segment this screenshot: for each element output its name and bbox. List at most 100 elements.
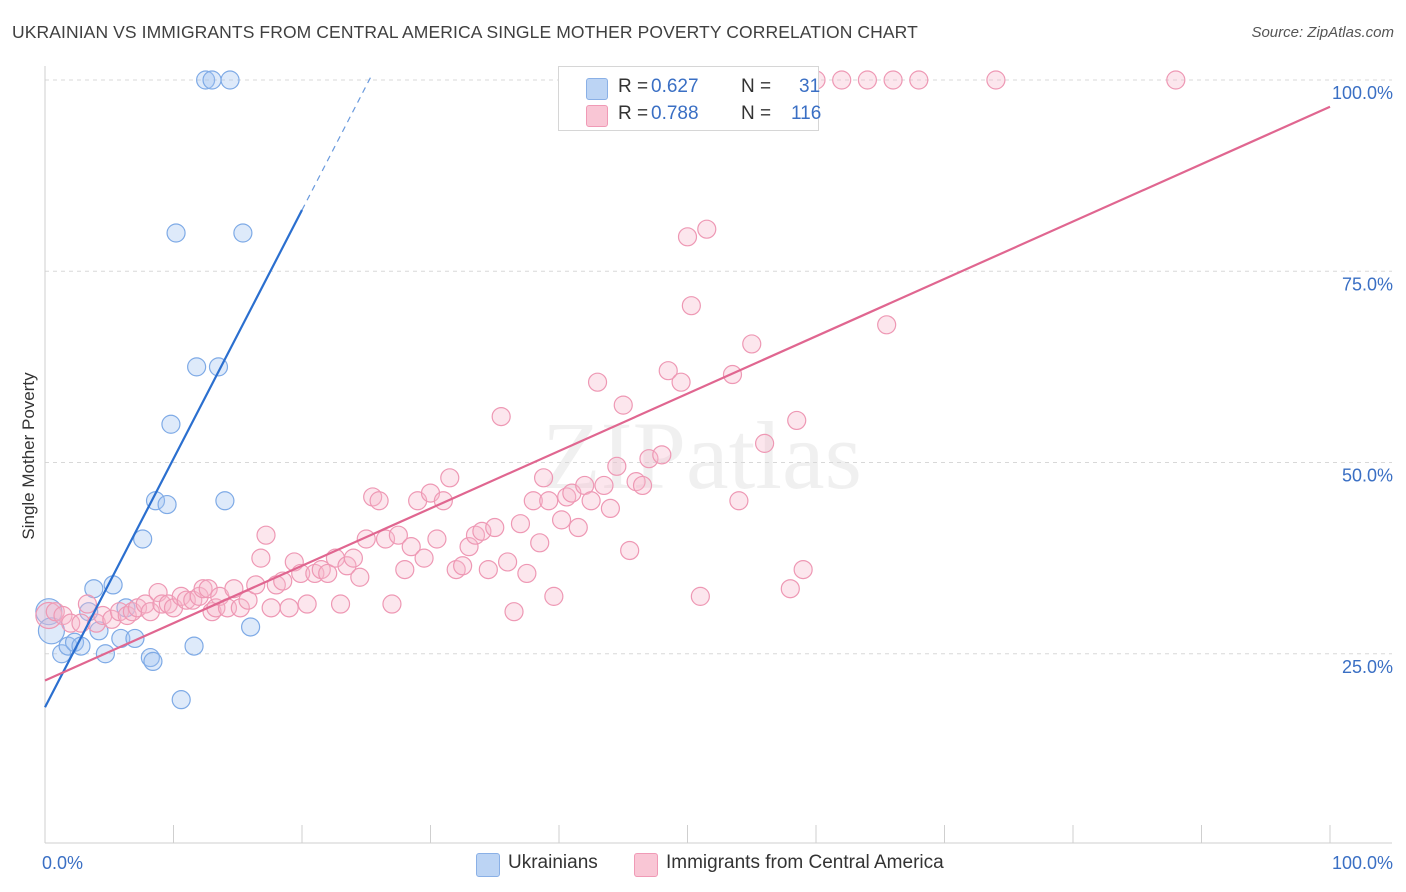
data-point: [196, 70, 216, 90]
data-point: [61, 613, 81, 633]
data-point: [652, 445, 672, 465]
data-point: [233, 223, 253, 243]
data-point: [215, 491, 235, 511]
data-point: [607, 456, 627, 476]
data-point: [498, 552, 518, 572]
data-point: [171, 690, 191, 710]
data-point: [523, 491, 543, 511]
data-point: [375, 529, 396, 549]
data-point: [504, 602, 524, 622]
trend-line-ukrainians: [44, 209, 303, 708]
data-point: [161, 414, 181, 434]
n-value: 31: [799, 76, 821, 97]
data-point: [581, 491, 601, 511]
r-label: R =: [618, 76, 649, 97]
y-tick-label: 50.0%: [1342, 466, 1393, 486]
data-point: [220, 70, 240, 90]
data-point: [780, 579, 800, 599]
trend-lines: [44, 73, 1331, 708]
data-point: [883, 70, 903, 90]
data-point: [530, 533, 550, 553]
data-point: [343, 548, 363, 568]
data-point: [729, 491, 749, 511]
y-tick-label: 75.0%: [1342, 274, 1393, 294]
data-point: [261, 598, 281, 618]
data-point: [184, 636, 204, 656]
data-point: [117, 605, 137, 626]
chart-title: UKRAINIAN VS IMMIGRANTS FROM CENTRAL AME…: [12, 22, 918, 42]
data-point: [594, 475, 614, 496]
r-label: R =: [618, 103, 649, 124]
data-point: [382, 594, 402, 614]
data-point: [52, 644, 72, 664]
data-point: [1166, 70, 1186, 90]
data-point: [157, 494, 177, 515]
data-point: [671, 372, 691, 392]
data-point: [620, 540, 640, 561]
data-point: [742, 334, 762, 354]
data-point: [857, 70, 878, 90]
trend-line-central-america: [44, 105, 1331, 682]
data-point: [230, 598, 250, 618]
data-point: [143, 651, 163, 672]
data-point: [485, 517, 505, 538]
data-point: [176, 590, 196, 610]
data-point: [238, 590, 258, 610]
data-point: [677, 227, 698, 247]
data-point: [395, 559, 415, 580]
legend-label: Immigrants from Central America: [666, 852, 944, 873]
data-point: [517, 563, 537, 584]
n-value: 116: [791, 103, 822, 124]
y-tick-labels: 25.0% 50.0% 75.0% 100.0%: [1332, 83, 1393, 677]
data-point: [193, 579, 213, 599]
data-point: [388, 525, 408, 545]
data-point: [89, 621, 109, 641]
watermark-text: ZIPatlas: [542, 402, 862, 509]
watermark: ZIPatlas: [542, 402, 862, 509]
data-point: [510, 514, 531, 534]
data-point: [787, 410, 807, 431]
data-point: [198, 579, 218, 599]
grid-lines: [45, 79, 1392, 655]
y-tick-label: 25.0%: [1342, 657, 1393, 677]
data-point: [587, 372, 608, 392]
data-point: [453, 556, 473, 576]
data-point: [491, 407, 511, 427]
data-point: [279, 598, 299, 618]
legend-swatch-pink: [634, 853, 658, 877]
central-america-points: [35, 70, 1186, 633]
x-tick-label-max: 100.0%: [1331, 853, 1393, 873]
stats-legend: R = 0.627 N = 31 R = 0.788 N = 116: [558, 66, 822, 131]
data-point: [166, 223, 186, 243]
data-point: [241, 617, 261, 637]
data-point: [35, 601, 63, 630]
data-point: [472, 521, 492, 541]
data-point: [401, 537, 421, 557]
data-point: [53, 605, 73, 626]
data-point: [133, 529, 153, 549]
data-point: [539, 491, 559, 511]
data-point: [557, 487, 577, 507]
data-point: [551, 510, 572, 530]
data-point: [103, 575, 123, 595]
data-point: [77, 594, 98, 614]
legend-swatch-blue: [586, 78, 608, 100]
trend-line-ukrainians-extension: [301, 73, 374, 211]
data-point: [337, 556, 357, 576]
data-point: [102, 609, 122, 629]
data-point: [877, 315, 897, 335]
data-point: [369, 491, 389, 511]
data-point: [909, 70, 929, 90]
data-point: [544, 586, 564, 606]
data-point: [613, 395, 633, 415]
data-point: [478, 559, 498, 580]
data-point: [639, 449, 659, 469]
data-point: [427, 529, 447, 549]
legend-swatch-pink: [586, 105, 608, 127]
r-value: 0.627: [651, 76, 699, 97]
axes: [44, 66, 1392, 844]
data-point: [246, 575, 266, 595]
data-point: [297, 594, 317, 614]
data-point: [440, 468, 460, 488]
